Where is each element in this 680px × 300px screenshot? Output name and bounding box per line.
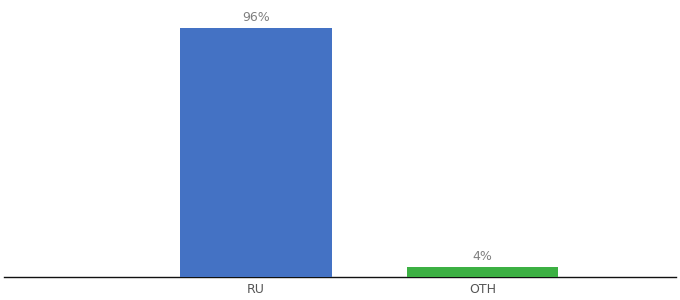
Text: 4%: 4% [473, 250, 493, 263]
Bar [180, 28, 332, 277]
Bar [407, 267, 558, 277]
Text: 96%: 96% [242, 11, 270, 24]
